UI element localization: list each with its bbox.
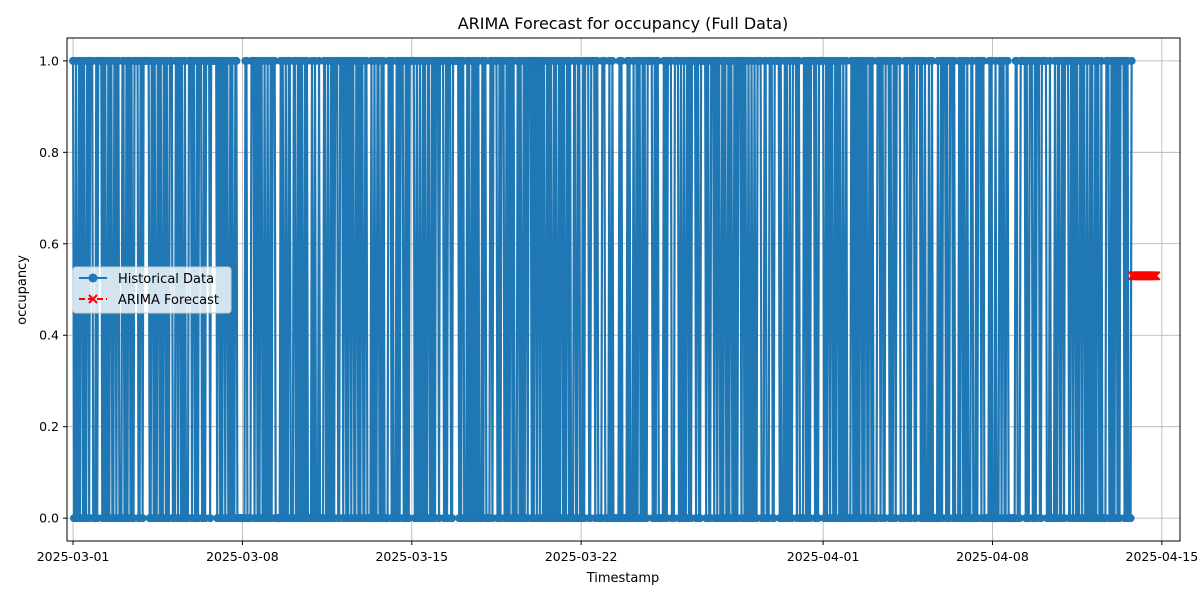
y-tick-label: 0.2 — [39, 419, 59, 434]
historical-point — [1127, 56, 1136, 65]
historical-point — [232, 56, 241, 65]
historical-point — [1015, 514, 1024, 523]
historical-point — [642, 514, 651, 523]
y-tick-label: 0.4 — [39, 328, 59, 343]
y-axis: 0.0 0.2 0.4 0.6 0.8 1.0 — [39, 53, 67, 526]
historical-point — [814, 514, 823, 523]
historical-point — [696, 514, 705, 523]
historical-point — [448, 514, 457, 523]
x-tick-label: 2025-04-15 — [1126, 549, 1199, 564]
legend-marker-forecast — [88, 294, 98, 304]
historical-point — [138, 514, 147, 523]
historical-point — [979, 56, 988, 65]
x-tick-label: 2025-03-22 — [545, 549, 618, 564]
y-tick-label: 0.8 — [39, 145, 59, 160]
historical-point — [1126, 514, 1135, 523]
legend: Historical Data ARIMA Forecast — [72, 266, 232, 314]
historical-line — [71, 59, 1133, 520]
x-axis: 2025-03-01 2025-03-08 2025-03-15 2025-03-22… — [37, 541, 1198, 564]
historical-point — [927, 56, 936, 65]
y-axis-title: occupancy — [15, 255, 30, 325]
chart-title: ARIMA Forecast for occupancy (Full Data) — [458, 14, 789, 33]
x-tick-label: 2025-03-01 — [37, 549, 110, 564]
series-historical-data — [69, 56, 1136, 523]
historical-point — [608, 56, 617, 65]
y-tick-label: 0.0 — [39, 511, 59, 526]
historical-point — [404, 514, 413, 523]
legend-label-historical: Historical Data — [118, 272, 214, 287]
x-tick-label: 2025-04-08 — [956, 549, 1029, 564]
x-axis-title: Timestamp — [586, 571, 660, 586]
series-arima-forecast — [1127, 271, 1161, 281]
historical-point — [206, 514, 215, 523]
historical-point — [769, 514, 778, 523]
historical-point — [653, 56, 662, 65]
historical-point — [617, 56, 626, 65]
x-tick-label: 2025-03-15 — [375, 549, 448, 564]
historical-point — [1003, 56, 1012, 65]
legend-marker-historical — [88, 273, 98, 283]
y-tick-label: 0.6 — [39, 236, 59, 251]
historical-point — [1036, 514, 1045, 523]
legend-label-forecast: ARIMA Forecast — [118, 293, 219, 308]
y-tick-label: 1.0 — [39, 53, 59, 68]
historical-point — [270, 56, 279, 65]
x-tick-label: 2025-04-01 — [787, 549, 860, 564]
plot-frame — [66, 37, 1181, 542]
legend-box — [72, 266, 232, 314]
x-tick-label: 2025-03-08 — [206, 549, 279, 564]
forecast-point — [1151, 271, 1161, 281]
